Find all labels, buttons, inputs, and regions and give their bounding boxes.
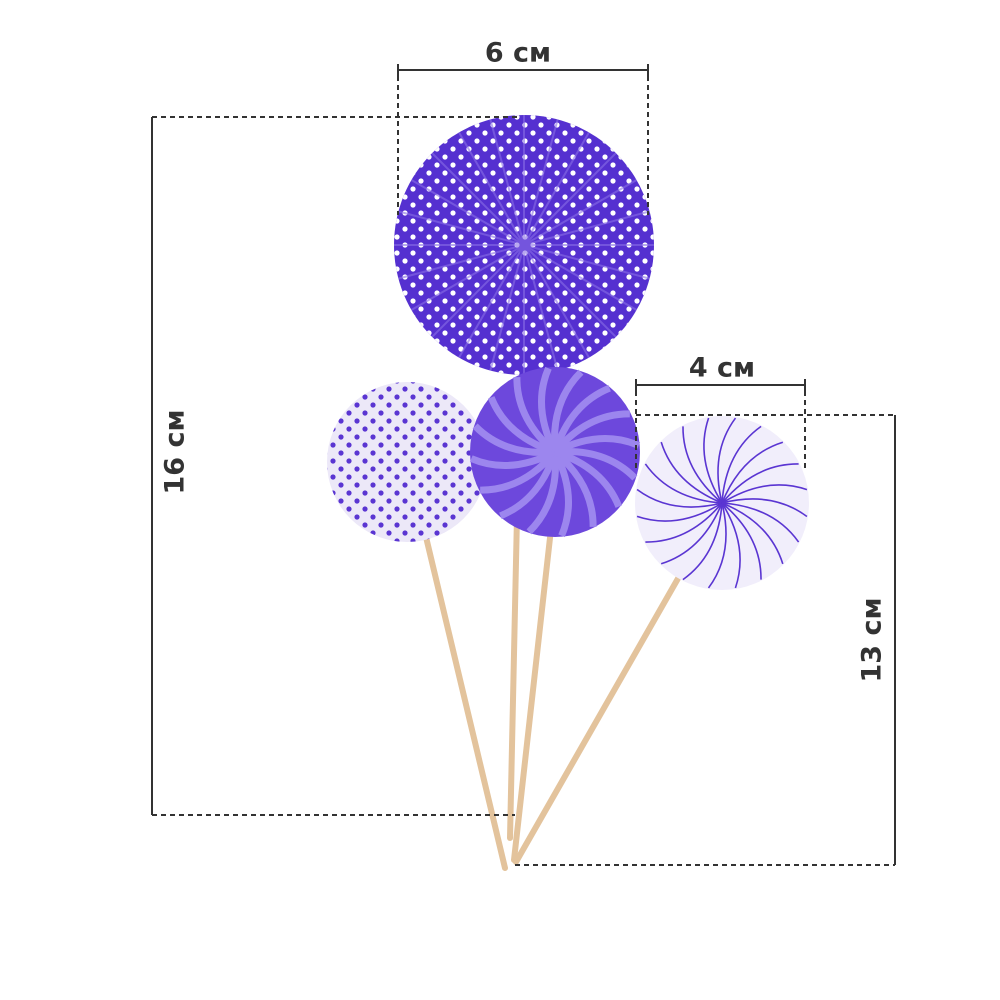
- stripe: [682, 426, 723, 504]
- stripe: [487, 396, 557, 456]
- pleat: [523, 210, 650, 246]
- dimension-lines: [151, 64, 896, 866]
- stripe: [703, 417, 723, 504]
- pleat: [431, 244, 525, 338]
- stripe: [660, 441, 723, 504]
- pleat: [458, 244, 525, 359]
- stripe: [707, 502, 727, 589]
- stripe: [480, 449, 558, 494]
- stripe: [721, 498, 808, 518]
- stripe: [553, 448, 623, 508]
- pleat: [523, 152, 617, 246]
- pleat: [398, 244, 525, 280]
- stripe: [499, 450, 559, 520]
- pleat: [523, 179, 638, 246]
- stripe: [552, 410, 630, 455]
- tall-height-label: 16 см: [159, 409, 191, 495]
- stripe: [721, 502, 784, 565]
- pleat: [523, 244, 559, 371]
- pleat: [398, 210, 525, 246]
- stripe: [717, 417, 737, 504]
- stripe: [636, 488, 723, 508]
- pleat: [523, 244, 590, 359]
- small-width-label: 4 см: [688, 352, 756, 384]
- stripe: [538, 366, 559, 454]
- large-polka-dot-fan: [394, 115, 654, 375]
- pleat: [458, 131, 525, 246]
- sticks: [407, 467, 703, 871]
- stripe: [554, 447, 638, 481]
- stripe: [660, 502, 723, 565]
- stripe: [513, 377, 558, 455]
- stripe: [552, 449, 597, 527]
- pleat: [410, 179, 525, 246]
- stripe: [551, 384, 611, 454]
- stripe: [550, 369, 584, 453]
- pleat: [431, 152, 525, 246]
- stripe: [721, 484, 808, 504]
- stripe: [721, 425, 762, 504]
- stripe: [551, 450, 572, 538]
- large-width-label: 6 см: [484, 37, 552, 69]
- short-height-label: 13 см: [856, 597, 888, 683]
- pleat: [523, 244, 617, 338]
- pleat: [523, 244, 638, 311]
- stripe: [553, 435, 641, 456]
- left-lavender-dotted-fan: [327, 382, 487, 542]
- stripe: [526, 451, 560, 535]
- right-white-striped-fan: [635, 416, 809, 590]
- middle-striped-fan: [469, 366, 641, 538]
- stripe: [721, 463, 799, 504]
- pleat: [489, 244, 525, 371]
- stripe: [472, 423, 556, 457]
- pleat: [523, 244, 650, 280]
- pleat: [410, 244, 525, 311]
- stripe: [721, 502, 741, 589]
- stripe: [469, 448, 557, 469]
- pleat: [523, 131, 590, 246]
- stripe: [682, 502, 723, 581]
- stripe: [721, 502, 800, 543]
- stripe: [636, 502, 723, 522]
- stripe: [644, 463, 723, 504]
- pleat: [523, 119, 559, 246]
- pleat: [489, 119, 525, 246]
- stripe: [721, 441, 784, 504]
- stripe: [721, 502, 762, 580]
- stripe: [645, 502, 723, 543]
